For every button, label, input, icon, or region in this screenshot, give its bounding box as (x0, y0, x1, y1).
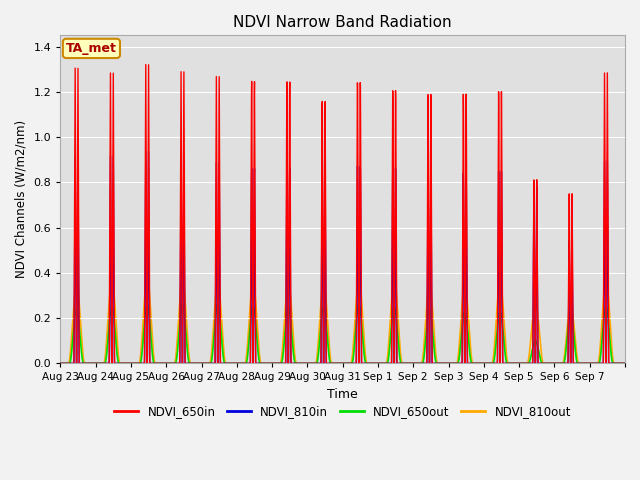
Text: TA_met: TA_met (66, 42, 117, 55)
X-axis label: Time: Time (327, 388, 358, 401)
Legend: NDVI_650in, NDVI_810in, NDVI_650out, NDVI_810out: NDVI_650in, NDVI_810in, NDVI_650out, NDV… (109, 401, 576, 423)
Y-axis label: NDVI Channels (W/m2/nm): NDVI Channels (W/m2/nm) (15, 120, 28, 278)
Title: NDVI Narrow Band Radiation: NDVI Narrow Band Radiation (234, 15, 452, 30)
